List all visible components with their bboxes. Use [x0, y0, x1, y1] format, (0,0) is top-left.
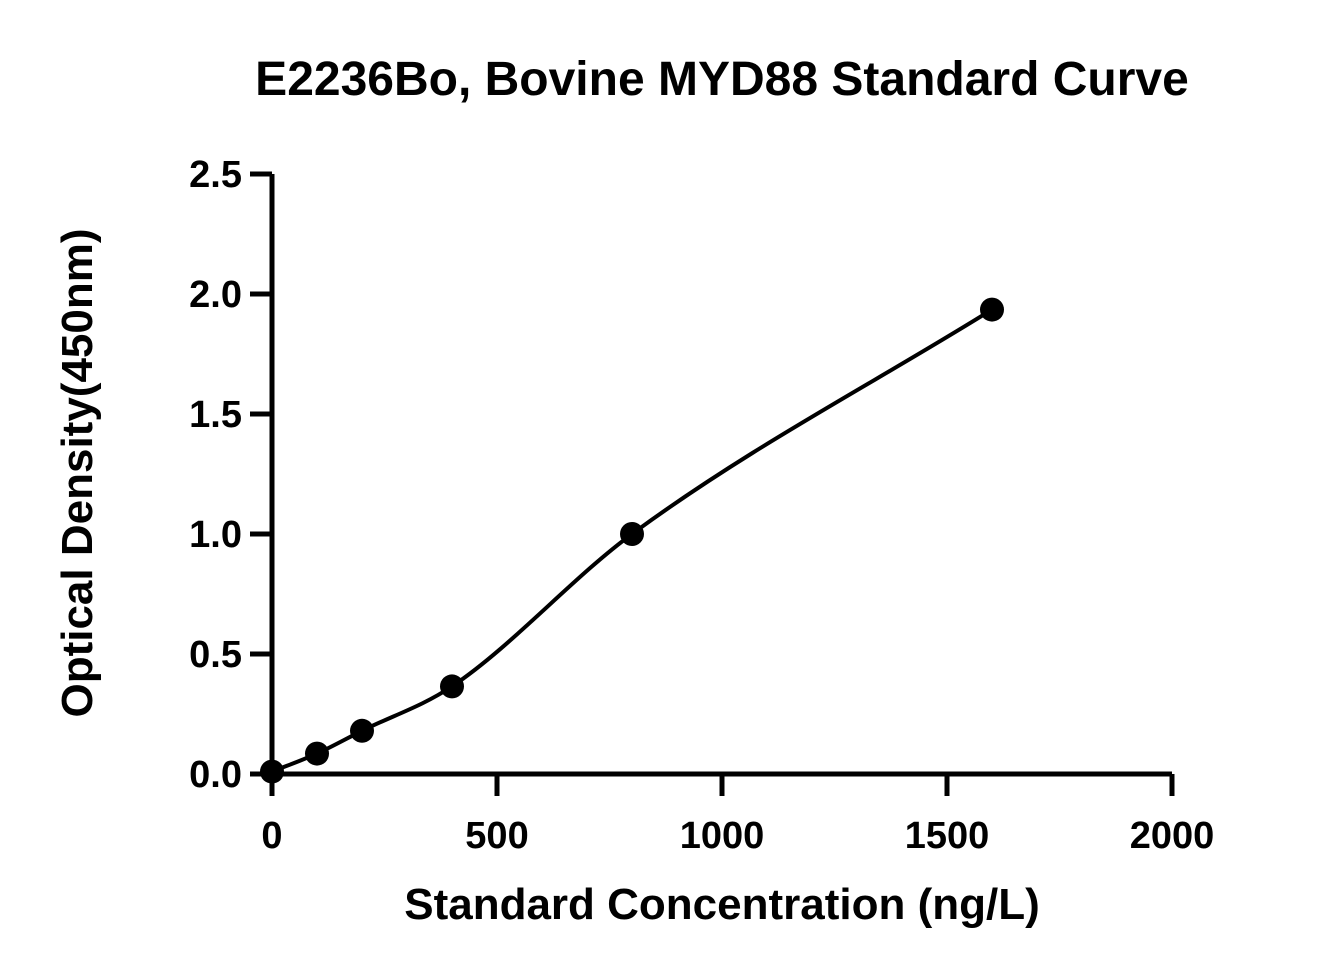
data-point	[260, 759, 284, 784]
chart-title: E2236Bo, Bovine MYD88 Standard Curve	[255, 53, 1189, 106]
y-tick-label: 1.0	[189, 514, 242, 556]
x-tick-label: 500	[465, 815, 528, 857]
data-point	[440, 674, 464, 699]
y-tick-label: 2.5	[189, 154, 242, 196]
y-tick-label: 2.0	[189, 274, 242, 316]
data-points	[260, 297, 1004, 784]
x-tick-label: 0	[261, 815, 282, 857]
y-axis-label: Optical Density(450nm)	[53, 228, 102, 717]
x-tick-label: 2000	[1130, 815, 1215, 857]
data-point	[305, 741, 329, 766]
y-tick-label: 1.5	[189, 394, 242, 436]
data-point	[620, 522, 644, 546]
y-tick-label: 0.5	[189, 634, 242, 676]
x-tick-label: 1500	[905, 815, 990, 857]
x-tick-label: 1000	[680, 815, 765, 857]
data-point	[980, 297, 1004, 322]
tick-group: 0 500 1000 1500 2000 0.0 0.5 1.0 1.5 2.0 2.5	[189, 154, 1214, 857]
y-tick-label: 0.0	[189, 754, 242, 796]
x-axis-label: Standard Concentration (ng/L)	[404, 880, 1040, 929]
data-point	[350, 718, 374, 743]
